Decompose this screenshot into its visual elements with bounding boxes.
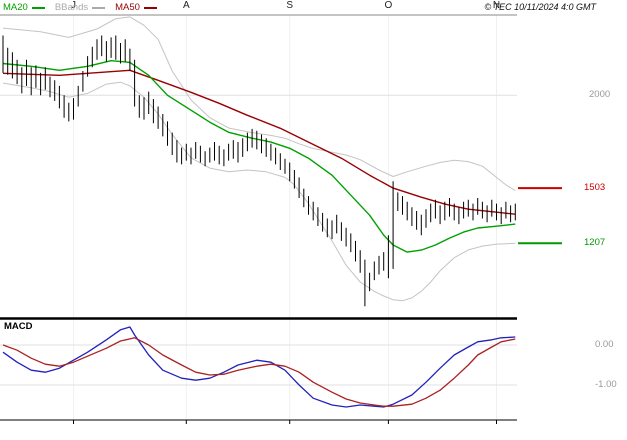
signal-line bbox=[2, 337, 516, 407]
macd-panel-label: MACD bbox=[4, 321, 33, 332]
macd-line bbox=[2, 326, 516, 408]
bb_upper-line bbox=[2, 16, 516, 191]
legend-label-bbands: BBands bbox=[54, 2, 89, 13]
ma20-line bbox=[2, 60, 516, 253]
macd-axis-label--1: -1.00 bbox=[595, 379, 617, 390]
legend-item-ma20: MA20 bbox=[3, 2, 45, 14]
month-label-J: J bbox=[71, 0, 76, 11]
legend-line-sample-ma20 bbox=[31, 7, 45, 9]
ma50-line bbox=[2, 69, 516, 215]
pivot-label-1207: 1207 bbox=[584, 237, 606, 249]
price-axis-label-2000: 2000 bbox=[589, 89, 611, 101]
legend-label-ma20: MA20 bbox=[3, 2, 28, 13]
legend-item-ma50: MA50 bbox=[115, 2, 157, 14]
bb_lower-line bbox=[2, 81, 516, 302]
pivot-label-1503: 1503 bbox=[584, 182, 606, 194]
legend-label-ma50: MA50 bbox=[115, 2, 140, 13]
legend-item-bbands: BBands bbox=[54, 2, 106, 14]
legend-line-sample-bbands bbox=[92, 7, 106, 9]
copyright-text: © TEC 10/11/2024 4:0 GMT bbox=[484, 2, 596, 12]
macd-axis-label-0: 0.00 bbox=[595, 339, 614, 350]
month-label-A: A bbox=[182, 0, 190, 11]
month-label-O: O bbox=[384, 0, 393, 11]
month-label-S: S bbox=[286, 0, 294, 11]
candlesticks bbox=[2, 35, 516, 307]
legend-line-sample-ma50 bbox=[143, 7, 157, 9]
month-label-N: N bbox=[492, 0, 501, 11]
legend: MA20 BBands MA50 bbox=[3, 2, 157, 14]
